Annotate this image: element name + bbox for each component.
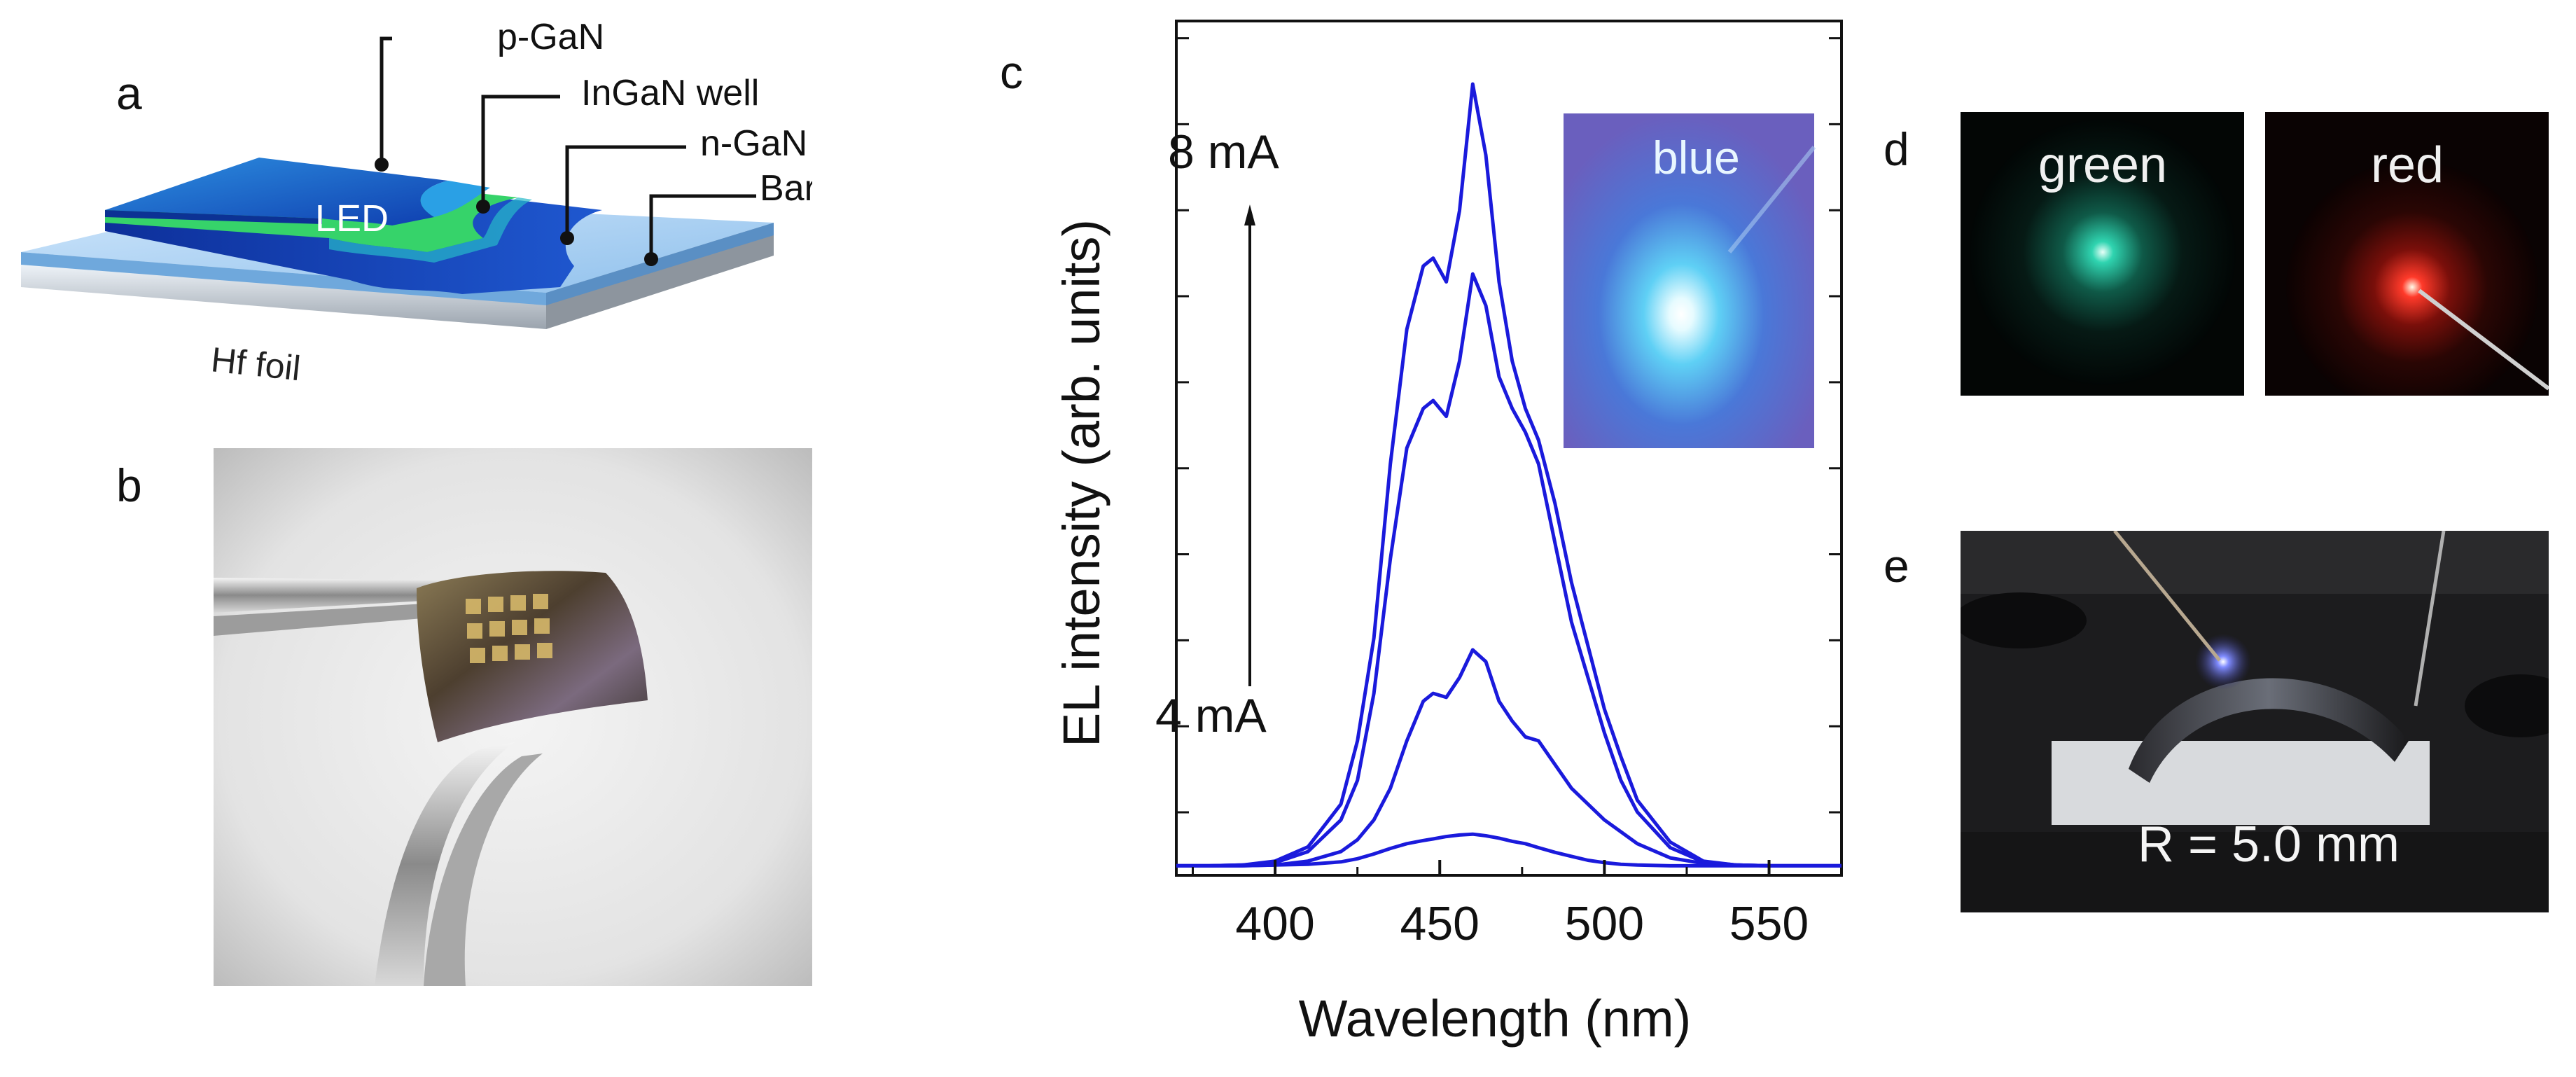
chart-ticks: 400 450 500 550 [1176, 37, 1842, 950]
label-hf-foil: Hf foil [209, 340, 302, 388]
inset-label-blue: blue [1652, 132, 1740, 183]
chart-axes [1175, 20, 1843, 877]
y-axis-label: EL intensity (arb. units) [1052, 219, 1111, 747]
panel-letter-d: d [1884, 123, 1909, 175]
photo-flexible-foil [214, 448, 812, 986]
panel-letter-c: c [1000, 46, 1023, 98]
led-layer-schematic: p-GaN InGaN well n-GaN Barrier layer LED… [21, 17, 812, 388]
plot-frame [1175, 20, 1843, 877]
x-tick-label: 450 [1400, 897, 1480, 950]
series-line-5-ma [1176, 648, 1842, 868]
lower-tweezer [375, 742, 515, 986]
photo-green-led: green [1961, 112, 2244, 396]
label-barrier-layer: Barrier layer [760, 168, 812, 209]
photo-bent-led: R = 5.0 mm [1961, 531, 2549, 912]
x-tick-label: 500 [1565, 897, 1644, 950]
current-arrow [1244, 204, 1255, 686]
label-led: LED [315, 197, 389, 239]
annotation-4-ma: 4 mA [1155, 689, 1267, 742]
annotation-8-ma: 8 mA [1168, 125, 1279, 179]
photo-red-led: red [2265, 112, 2549, 396]
panel-letter-e: e [1884, 540, 1909, 592]
panel-letter-b: b [116, 459, 142, 511]
series-line-6-ma [1176, 272, 1842, 868]
series-line-8-ma [1176, 82, 1842, 868]
x-tick-label: 400 [1235, 897, 1314, 950]
label-ingan-well: InGaN well [581, 73, 759, 113]
leader-lines [380, 36, 756, 259]
p-gan-layer [105, 158, 490, 225]
label-radius: R = 5.0 mm [2138, 817, 2400, 873]
label-p-gan: p-GaN [497, 17, 604, 57]
label-green: green [2038, 137, 2167, 193]
inset-blue-led-photo: blue [1564, 113, 1816, 448]
panel-letter-a: a [116, 67, 142, 119]
bent-foil [2129, 678, 2409, 783]
el-spectrum-chart: 400 450 500 550 blue 8 mA 4 mA Wavelength (… [1052, 20, 1843, 1048]
x-axis-label: Wavelength (nm) [1299, 989, 1692, 1048]
label-red: red [2371, 137, 2444, 193]
chart-series [1176, 82, 1842, 868]
x-tick-label: 550 [1729, 897, 1809, 950]
label-n-gan: n-GaN [700, 123, 807, 164]
series-line-4-ma [1176, 832, 1842, 868]
